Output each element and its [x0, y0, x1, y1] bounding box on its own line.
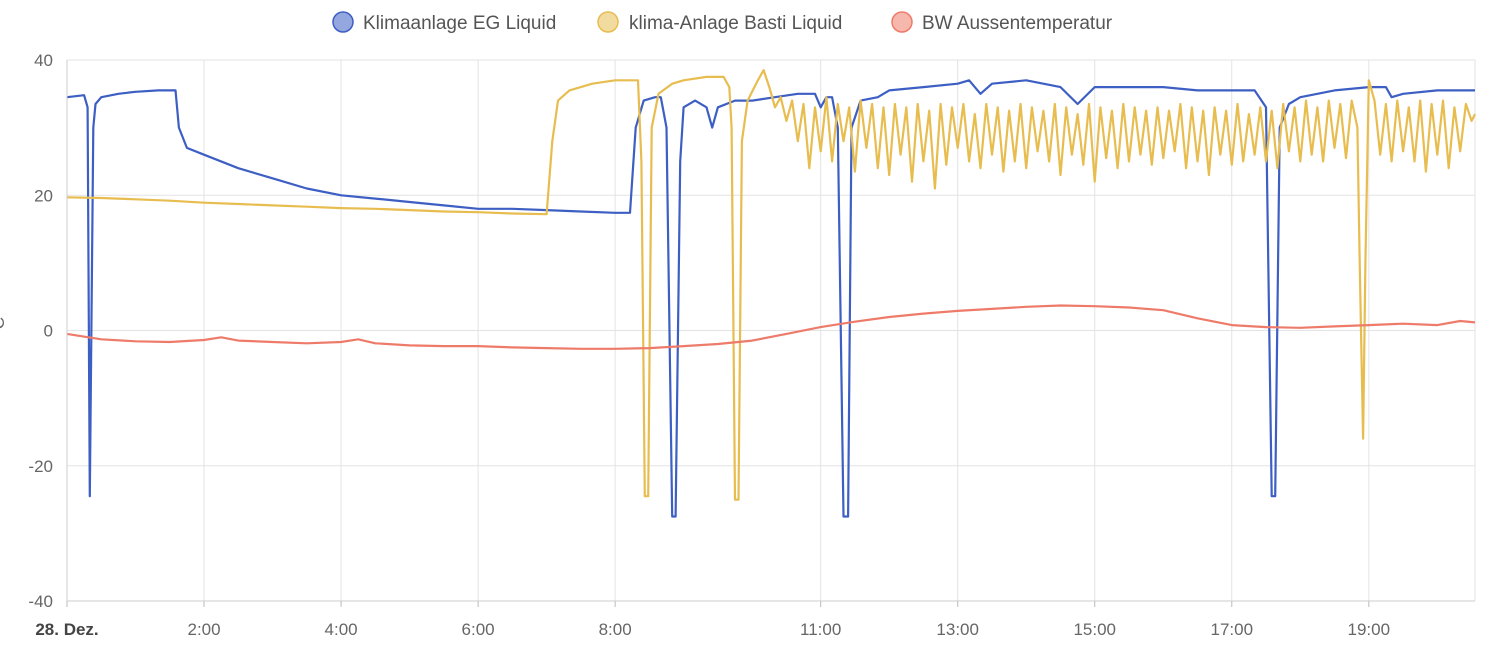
y-tick-label: -20 [28, 457, 53, 476]
legend-label: Klimaanlage EG Liquid [363, 13, 556, 34]
x-tick-label: 13:00 [936, 620, 979, 639]
x-tick-label: 19:00 [1348, 620, 1391, 639]
y-tick-label: 40 [34, 51, 53, 70]
x-tick-label: 8:00 [599, 620, 632, 639]
series-line-2 [66, 69, 1476, 501]
axes: 40 20 0 -20 -40 28. Dez. 2:00 4:00 6:00 8:00 11:00… [0, 51, 1475, 639]
y-axis-unit: °C [0, 317, 8, 336]
x-tick-label: 11:00 [800, 620, 841, 639]
y-tick-label: 20 [34, 186, 53, 205]
series-line-1 [66, 79, 1475, 518]
legend-swatch [597, 11, 619, 33]
x-tick-label: 2:00 [187, 620, 220, 639]
legend-label: klima-Anlage Basti Liquid [629, 13, 842, 34]
y-tick-label: -40 [28, 592, 53, 611]
legend-swatch [332, 11, 354, 33]
x-tick-label: 15:00 [1073, 620, 1116, 639]
y-tick-label: 0 [44, 322, 53, 341]
x-tick-label: 17:00 [1210, 620, 1253, 639]
x-tick-label: 4:00 [325, 620, 358, 639]
series-line-3 [66, 304, 1476, 350]
legend-item-3[interactable]: BW Aussentemperatur [891, 11, 1113, 34]
legend-label: BW Aussentemperatur [922, 13, 1113, 34]
legend-item-1[interactable]: Klimaanlage EG Liquid [332, 11, 556, 34]
legend-item-2[interactable]: klima-Anlage Basti Liquid [597, 11, 842, 34]
series-group [66, 69, 1476, 518]
legend-swatch [891, 11, 913, 33]
legend: Klimaanlage EG Liquid klima-Anlage Basti … [332, 11, 1113, 34]
x-tick-label: 28. Dez. [35, 620, 98, 639]
x-tick-label: 6:00 [462, 620, 495, 639]
